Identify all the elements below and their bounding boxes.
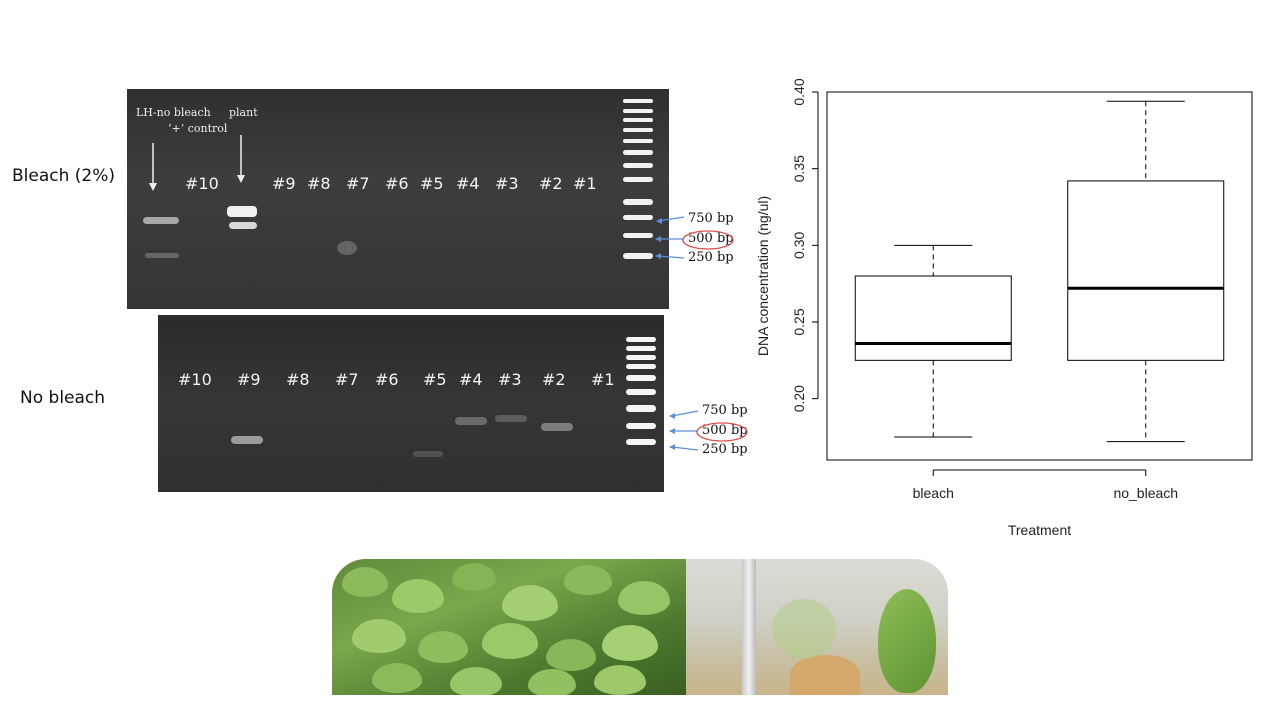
- box-no_bleach: [1067, 180, 1225, 361]
- lane-label-9: #9: [272, 174, 296, 193]
- lane5-band: [413, 451, 443, 457]
- dna-ladder: [626, 337, 658, 452]
- y-axis-label: DNA concentration (ng/ul): [755, 196, 771, 356]
- y-tick-label: 0.40: [791, 78, 807, 105]
- lane-label-2: #2: [539, 174, 563, 193]
- lane-label-7: #7: [346, 174, 370, 193]
- x-tick-label: bleach: [913, 485, 954, 501]
- plot-frame: [826, 91, 1253, 461]
- lane3-band: [495, 415, 527, 422]
- lane-label-3: #3: [495, 174, 519, 193]
- no-bleach-row-label: No bleach: [20, 388, 106, 408]
- seedling-container-image: [686, 559, 948, 695]
- bottom-marker-500: 500 bp: [702, 423, 748, 438]
- x-tick-label: no_bleach: [1113, 485, 1178, 501]
- bottom-marker-500-circle: [696, 422, 748, 442]
- y-tick-label: 0.35: [791, 155, 807, 182]
- lane-label-1: #1: [573, 174, 597, 193]
- control-annotation-line2: ‘+’ control: [168, 122, 228, 135]
- bleach-row-label: Bleach (2%): [12, 166, 116, 186]
- box-bleach: [854, 275, 1012, 361]
- lane-label-8: #8: [286, 370, 310, 389]
- lane-label-2: #2: [542, 370, 566, 389]
- annotation-arrows: [149, 135, 245, 191]
- bottom-marker-arrows: [669, 410, 699, 451]
- top-marker-arrows: [655, 216, 685, 259]
- lane-label-8: #8: [307, 174, 331, 193]
- lane-label-7: #7: [335, 370, 359, 389]
- plant-annotation: plant: [229, 106, 258, 119]
- lane-label-10: #10: [178, 370, 212, 389]
- y-tick-label: 0.30: [791, 231, 807, 258]
- plant-band-upper: [227, 206, 257, 217]
- lane-label-5: #5: [423, 370, 447, 389]
- lane-label-5: #5: [420, 174, 444, 193]
- lane-label-3: #3: [498, 370, 522, 389]
- top-marker-750: 750 bp: [688, 211, 734, 226]
- y-tick-label: 0.25: [791, 308, 807, 335]
- dna-ladder: [623, 99, 655, 264]
- plant-photo: [332, 559, 948, 695]
- lane4-band: [455, 417, 487, 425]
- plants-tray-image: [332, 559, 686, 695]
- control-band: [143, 217, 179, 224]
- lane-label-1: #1: [591, 370, 615, 389]
- top-marker-500-circle: [682, 230, 734, 250]
- gel-artifact: [337, 241, 357, 255]
- lane-label-6: #6: [375, 370, 399, 389]
- bottom-marker-250: 250 bp: [702, 442, 748, 457]
- lane-label-6: #6: [385, 174, 409, 193]
- top-marker-250: 250 bp: [688, 250, 734, 265]
- bleach-gel-image: LH-no bleach ‘+’ control plant #10 #9 #8…: [127, 89, 669, 309]
- lane-label-9: #9: [237, 370, 261, 389]
- plant-band-lower: [229, 222, 257, 229]
- bottom-marker-750: 750 bp: [702, 403, 748, 418]
- no-bleach-gel-image: #10 #9 #8 #7 #6 #5 #4 #3 #2 #1: [158, 315, 664, 492]
- lane2-band: [541, 423, 573, 431]
- x-axis-label: Treatment: [1008, 522, 1071, 538]
- lane9-band: [231, 436, 263, 444]
- y-tick-label: 0.20: [791, 385, 807, 412]
- control-band-faint: [145, 253, 179, 258]
- dna-concentration-boxplot: 0.20 0.25 0.30 0.35 0.40 DNA concentration (n…: [755, 78, 1253, 538]
- lane-label-10: #10: [185, 174, 219, 193]
- lane-label-4: #4: [456, 174, 480, 193]
- top-marker-500: 500 bp: [688, 231, 734, 246]
- control-annotation-line1: LH-no bleach: [136, 106, 211, 119]
- lane-label-4: #4: [459, 370, 483, 389]
